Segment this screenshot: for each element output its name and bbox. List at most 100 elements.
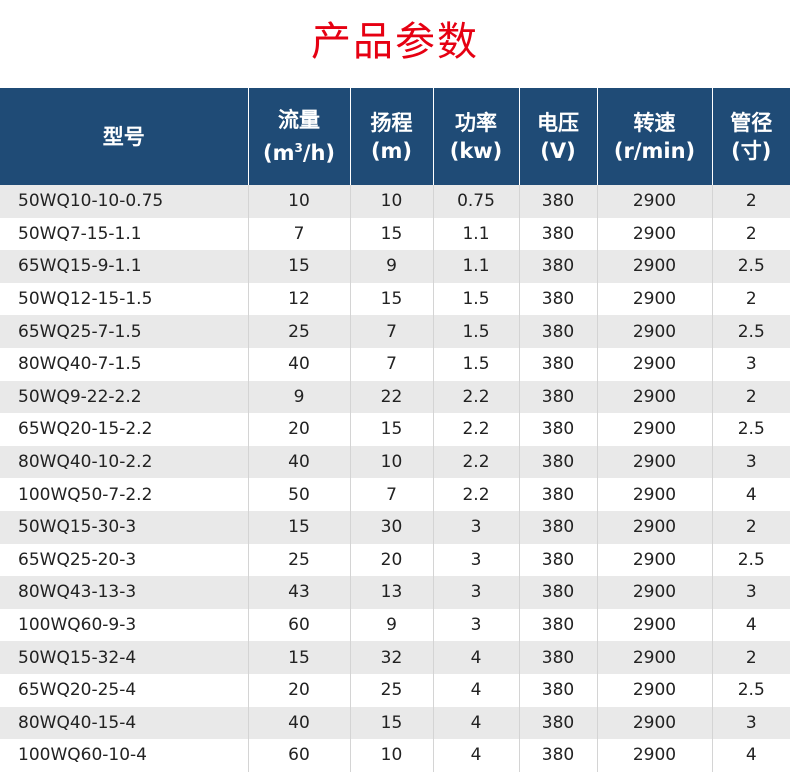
- cell-speed: 2900: [597, 576, 712, 609]
- cell-model: 65WQ20-15-2.2: [0, 413, 248, 446]
- cell-model: 50WQ15-32-4: [0, 641, 248, 674]
- cell-pipe: 3: [712, 707, 790, 740]
- cell-voltage: 380: [519, 641, 597, 674]
- cell-model: 80WQ40-15-4: [0, 707, 248, 740]
- col-header-model: 型号: [0, 88, 248, 185]
- cell-pipe: 2: [712, 511, 790, 544]
- cell-voltage: 380: [519, 283, 597, 316]
- cell-head: 7: [350, 348, 433, 381]
- cell-head: 15: [350, 283, 433, 316]
- cell-pipe: 2.5: [712, 544, 790, 577]
- cell-voltage: 380: [519, 674, 597, 707]
- cell-flow: 25: [248, 315, 350, 348]
- cell-pipe: 2: [712, 283, 790, 316]
- cell-speed: 2900: [597, 185, 712, 218]
- cell-head: 9: [350, 250, 433, 283]
- cell-power: 1.1: [433, 218, 519, 251]
- cell-head: 22: [350, 381, 433, 414]
- cell-model: 80WQ43-13-3: [0, 576, 248, 609]
- cell-power: 1.5: [433, 315, 519, 348]
- col-header-head: 扬程 (m): [350, 88, 433, 185]
- cell-voltage: 380: [519, 218, 597, 251]
- col-header-pipe-unit: (寸): [713, 137, 790, 165]
- cell-model: 50WQ7-15-1.1: [0, 218, 248, 251]
- col-header-voltage-unit: (V): [520, 137, 597, 165]
- cell-head: 10: [350, 739, 433, 772]
- cell-voltage: 380: [519, 707, 597, 740]
- cell-pipe: 2: [712, 185, 790, 218]
- cell-head: 9: [350, 609, 433, 642]
- cell-pipe: 2.5: [712, 413, 790, 446]
- cell-head: 13: [350, 576, 433, 609]
- cell-speed: 2900: [597, 250, 712, 283]
- cell-pipe: 4: [712, 609, 790, 642]
- cell-voltage: 380: [519, 478, 597, 511]
- cell-head: 10: [350, 446, 433, 479]
- cell-speed: 2900: [597, 511, 712, 544]
- cell-voltage: 380: [519, 446, 597, 479]
- cell-speed: 2900: [597, 609, 712, 642]
- cell-voltage: 380: [519, 739, 597, 772]
- cell-head: 7: [350, 478, 433, 511]
- cell-model: 100WQ50-7-2.2: [0, 478, 248, 511]
- cell-flow: 15: [248, 511, 350, 544]
- cell-power: 3: [433, 511, 519, 544]
- cell-pipe: 2: [712, 641, 790, 674]
- cell-voltage: 380: [519, 315, 597, 348]
- cell-head: 25: [350, 674, 433, 707]
- cell-speed: 2900: [597, 218, 712, 251]
- col-header-flow: 流量 (m3/h): [248, 88, 350, 185]
- cell-pipe: 3: [712, 348, 790, 381]
- col-header-flow-label: 流量: [249, 106, 350, 134]
- cell-flow: 43: [248, 576, 350, 609]
- cell-model: 50WQ15-30-3: [0, 511, 248, 544]
- cell-model: 100WQ60-10-4: [0, 739, 248, 772]
- cell-flow: 9: [248, 381, 350, 414]
- cell-flow: 50: [248, 478, 350, 511]
- cell-model: 50WQ10-10-0.75: [0, 185, 248, 218]
- cell-model: 100WQ60-9-3: [0, 609, 248, 642]
- cell-pipe: 2: [712, 381, 790, 414]
- cell-voltage: 380: [519, 609, 597, 642]
- cell-flow: 40: [248, 348, 350, 381]
- col-header-speed: 转速 (r/min): [597, 88, 712, 185]
- cell-flow: 20: [248, 413, 350, 446]
- cell-flow: 25: [248, 544, 350, 577]
- cell-model: 65WQ15-9-1.1: [0, 250, 248, 283]
- cell-speed: 2900: [597, 641, 712, 674]
- cell-power: 2.2: [433, 446, 519, 479]
- cell-pipe: 2: [712, 218, 790, 251]
- cell-model: 50WQ9-22-2.2: [0, 381, 248, 414]
- cell-flow: 15: [248, 250, 350, 283]
- cell-flow: 60: [248, 609, 350, 642]
- cell-voltage: 380: [519, 185, 597, 218]
- cell-power: 2.2: [433, 413, 519, 446]
- cell-model: 65WQ25-20-3: [0, 544, 248, 577]
- cell-power: 1.1: [433, 250, 519, 283]
- page-title: 产品参数: [0, 0, 790, 88]
- cell-speed: 2900: [597, 739, 712, 772]
- cell-flow: 20: [248, 674, 350, 707]
- cell-head: 32: [350, 641, 433, 674]
- cell-model: 80WQ40-10-2.2: [0, 446, 248, 479]
- cell-model: 50WQ12-15-1.5: [0, 283, 248, 316]
- col-header-power-label: 功率: [434, 109, 519, 137]
- cell-power: 4: [433, 707, 519, 740]
- col-header-speed-label: 转速: [598, 109, 712, 137]
- cell-pipe: 3: [712, 576, 790, 609]
- cell-power: 1.5: [433, 283, 519, 316]
- cell-voltage: 380: [519, 381, 597, 414]
